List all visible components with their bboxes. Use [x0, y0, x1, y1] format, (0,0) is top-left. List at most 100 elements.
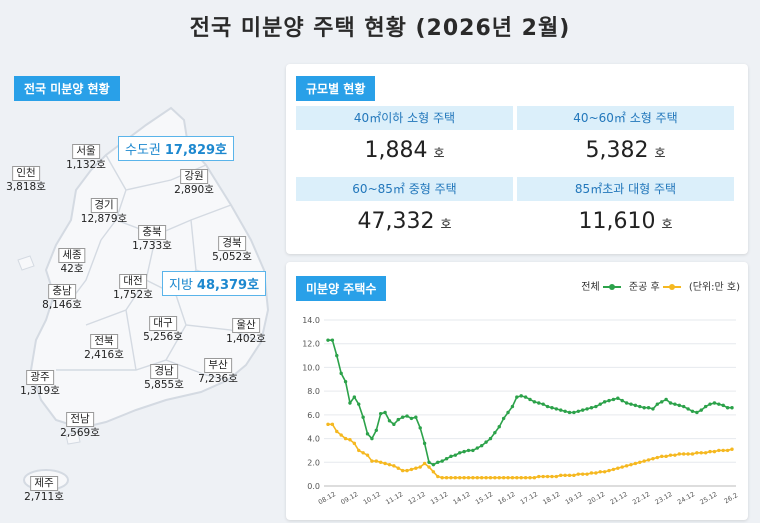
y-tick-label: 12.0	[302, 340, 320, 349]
point-total	[378, 411, 383, 416]
point-completed	[497, 476, 501, 480]
point-completed	[339, 433, 343, 437]
point-completed	[352, 441, 357, 446]
point-total	[681, 404, 686, 409]
point-total	[545, 404, 550, 409]
region-gangwon: 강원 2,890호	[174, 169, 214, 196]
x-tick-label: 21.12	[609, 490, 629, 506]
point-total	[449, 454, 453, 459]
point-total	[466, 448, 471, 453]
point-total	[422, 441, 427, 446]
point-total	[730, 406, 734, 410]
y-tick-label: 2.0	[307, 458, 320, 467]
point-total	[638, 404, 642, 409]
point-completed	[431, 470, 436, 474]
point-total	[607, 398, 611, 403]
point-total	[550, 406, 554, 410]
chart-legend: 전체 준공 후 (단위:만 호)	[581, 278, 740, 293]
series-line-completed	[328, 423, 733, 479]
point-completed	[387, 462, 392, 467]
point-completed	[453, 476, 458, 480]
point-total	[444, 457, 449, 461]
chart-panel-tag: 미분양 주택수	[296, 276, 387, 301]
point-completed	[515, 476, 519, 480]
point-total	[409, 416, 414, 421]
point-total	[528, 397, 532, 402]
region-gwangju: 광주 1,319호	[20, 370, 60, 397]
size-value: 11,610	[578, 209, 656, 234]
size-value-row: 47,332 호	[296, 201, 513, 242]
point-total	[554, 407, 559, 411]
x-tick-label: 13.12	[429, 490, 449, 506]
mainland-shape	[29, 106, 270, 430]
point-total	[484, 440, 488, 444]
point-completed	[475, 476, 480, 480]
point-completed	[607, 468, 611, 473]
x-tick-label: 17.12	[519, 490, 539, 506]
y-tick-label: 14.0	[302, 316, 320, 325]
point-completed	[326, 422, 330, 427]
point-total	[572, 410, 576, 415]
point-total	[624, 401, 629, 405]
point-total	[501, 416, 506, 421]
point-total	[559, 408, 563, 412]
point-total	[616, 396, 620, 400]
region-gyeongnam: 경남 5,855호	[144, 364, 184, 391]
point-total	[699, 408, 703, 412]
point-completed	[550, 474, 554, 479]
region-chungnam: 충남 8,146호	[42, 284, 82, 311]
point-completed	[686, 452, 690, 456]
x-tick-label: 11.12	[384, 490, 404, 506]
point-completed	[458, 476, 462, 480]
size-cell: 85㎡초과 대형 주택 11,610 호	[517, 177, 734, 244]
point-total	[400, 415, 405, 419]
point-completed	[405, 468, 409, 473]
point-completed	[730, 447, 734, 451]
point-completed	[523, 476, 528, 480]
point-total	[620, 398, 624, 403]
point-completed	[541, 474, 545, 479]
point-completed	[725, 448, 730, 453]
point-total	[396, 417, 400, 422]
point-total	[580, 408, 585, 412]
point-total	[695, 410, 699, 415]
point-completed	[629, 462, 633, 467]
point-total	[365, 432, 370, 436]
size-value-row: 1,884 호	[296, 130, 513, 171]
point-completed	[392, 464, 396, 468]
point-completed	[651, 457, 655, 461]
point-completed	[501, 476, 506, 480]
size-unit: 호	[433, 146, 445, 160]
point-total	[646, 406, 651, 410]
point-completed	[572, 473, 576, 478]
point-total	[506, 410, 510, 415]
region-daejeon: 대전 1,752호	[113, 274, 153, 301]
point-total	[418, 426, 422, 430]
point-total	[339, 371, 343, 376]
point-completed	[576, 472, 581, 476]
point-total	[567, 410, 572, 415]
y-tick-label: 10.0	[302, 363, 320, 372]
line-chart: 0.0 2.0 4.0 6.0 8.0 10.0 12.0 14.0 08.12 09.12 10.…	[302, 316, 740, 506]
region-sejong: 세종 42호	[58, 248, 86, 276]
point-completed	[642, 459, 646, 463]
point-completed	[594, 471, 598, 475]
korea-map	[17, 106, 270, 491]
point-completed	[638, 460, 642, 464]
point-completed	[471, 476, 475, 480]
point-completed	[589, 471, 594, 475]
point-completed	[664, 454, 668, 459]
x-tick-label: 26.2	[723, 491, 740, 505]
size-value: 1,884	[364, 138, 428, 163]
region-seoul: 서울 1,132호	[66, 144, 106, 171]
size-unit: 호	[654, 146, 666, 160]
point-total	[541, 402, 545, 406]
point-completed	[559, 473, 563, 478]
point-total	[611, 397, 616, 402]
point-total	[374, 428, 379, 432]
point-total	[589, 406, 594, 410]
size-value: 47,332	[357, 209, 435, 234]
y-tick-label: 6.0	[307, 411, 320, 420]
size-panel-tag: 규모별 현황	[296, 76, 376, 101]
point-total	[708, 402, 712, 406]
